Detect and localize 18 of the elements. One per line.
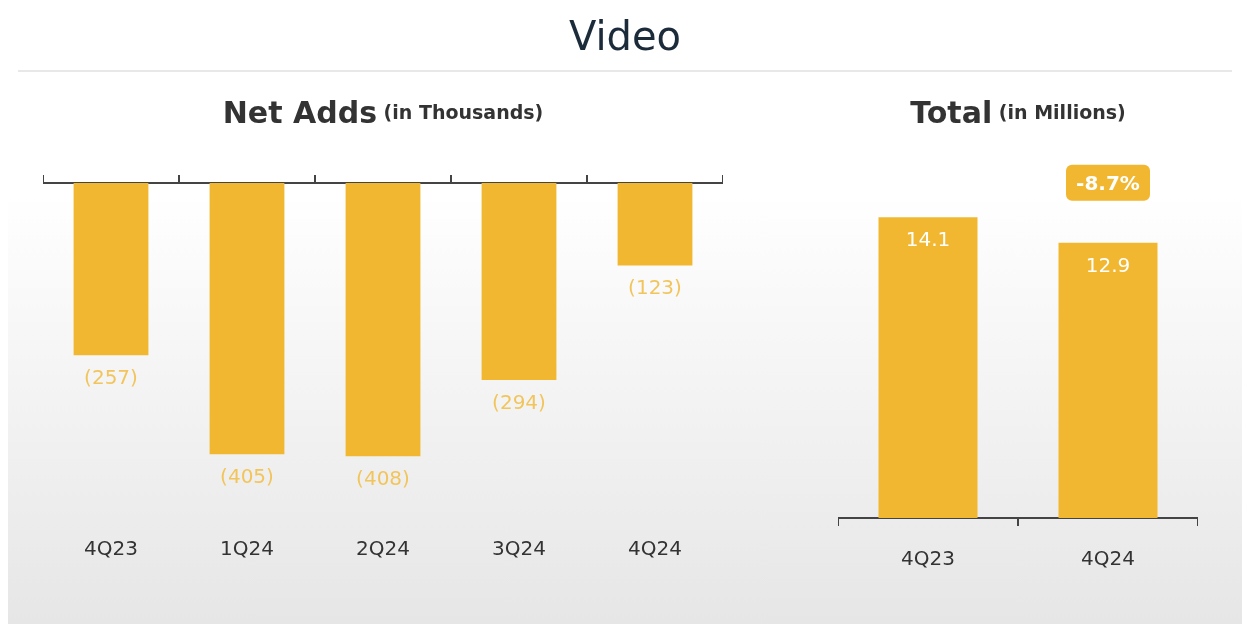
data-label: (123) (628, 275, 682, 300)
x-tick-label: 1Q24 (220, 536, 274, 560)
x-tick-label: 2Q24 (356, 536, 410, 560)
x-tick-label: 4Q24 (628, 536, 682, 560)
data-label: (257) (84, 365, 138, 390)
data-label: (408) (356, 466, 410, 491)
x-tick-label: 4Q24 (1081, 546, 1135, 570)
data-label: (294) (492, 389, 546, 414)
x-tick-label: 3Q24 (492, 536, 546, 560)
x-tick-label: 4Q23 (84, 536, 138, 560)
x-tick-label: 4Q23 (901, 546, 955, 570)
data-label: 14.1 (905, 227, 951, 252)
annotation: -8.7% (1076, 170, 1140, 195)
text: Video (568, 13, 682, 59)
chart-title: Total (in Millions) (910, 94, 1126, 130)
data-label: 12.9 (1085, 252, 1131, 277)
chart-title: Net Adds (in Thousands) (222, 94, 544, 130)
data-label: (405) (220, 464, 274, 489)
